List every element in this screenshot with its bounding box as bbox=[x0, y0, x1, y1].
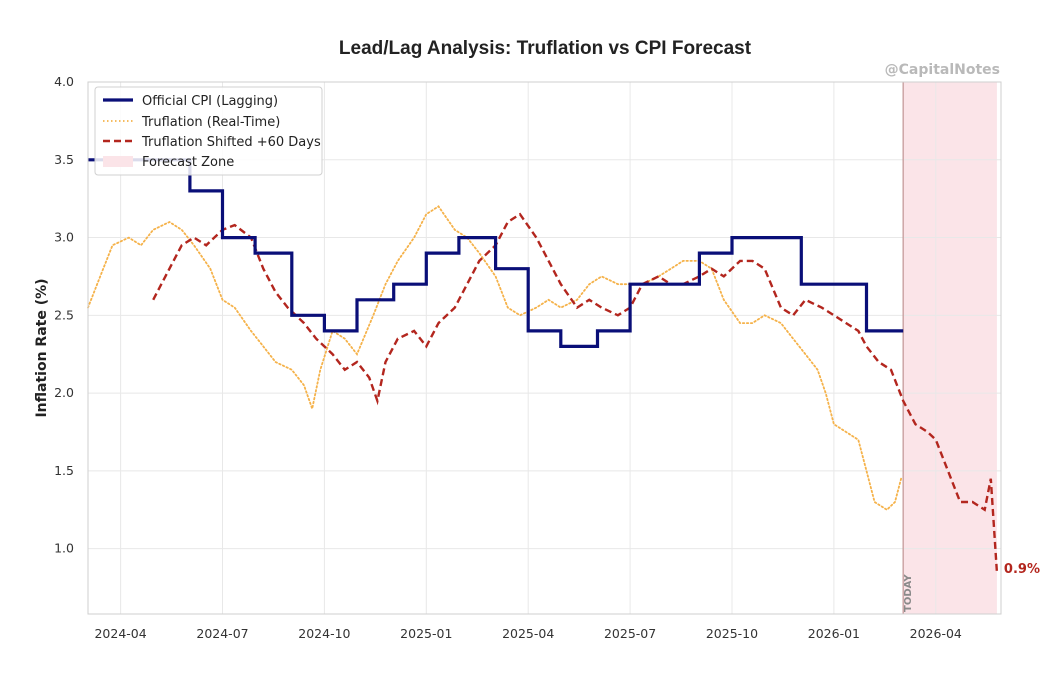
series-layer bbox=[87, 158, 999, 573]
y-tick-label: 1.5 bbox=[54, 463, 74, 478]
forecast-zone bbox=[903, 82, 997, 614]
x-tick-label: 2026-04 bbox=[910, 626, 962, 641]
legend-truflation-label: Truflation (Real-Time) bbox=[141, 115, 280, 130]
x-tick-label: 2025-10 bbox=[706, 626, 758, 641]
legend-shifted-label: Truflation Shifted +60 Days bbox=[141, 135, 321, 150]
y-tick-label: 1.0 bbox=[54, 541, 74, 556]
y-tick-label: 3.0 bbox=[54, 230, 74, 245]
x-axis-ticks: 2024-04 2024-07 2024-10 2025-01 2025-04 2025-… bbox=[94, 626, 961, 641]
y-axis-ticks: 1.0 1.5 2.0 2.5 3.0 3.5 4.0 bbox=[54, 74, 74, 556]
end-value-label: 0.9% bbox=[1004, 562, 1040, 577]
x-tick-label: 2024-04 bbox=[94, 626, 146, 641]
x-tick-label: 2024-10 bbox=[298, 626, 350, 641]
y-tick-label: 4.0 bbox=[54, 74, 74, 89]
watermark: @CapitalNotes bbox=[885, 62, 1000, 78]
x-tick-label: 2025-01 bbox=[400, 626, 452, 641]
legend-cpi-label: Official CPI (Lagging) bbox=[142, 94, 278, 109]
legend-forecast-label: Forecast Zone bbox=[142, 155, 234, 170]
y-tick-label: 2.5 bbox=[54, 307, 74, 322]
x-tick-label: 2025-04 bbox=[502, 626, 554, 641]
y-axis-label: Inflation Rate (%) bbox=[34, 278, 50, 417]
x-tick-label: 2025-07 bbox=[604, 626, 656, 641]
legend: Official CPI (Lagging) Truflation (Real-… bbox=[94, 86, 323, 176]
series-line-truflation-real-time bbox=[87, 205, 902, 511]
legend-box bbox=[94, 86, 323, 176]
chart-title: Lead/Lag Analysis: Truflation vs CPI For… bbox=[339, 38, 752, 59]
today-label: TODAY bbox=[903, 574, 914, 612]
y-tick-label: 3.5 bbox=[54, 152, 74, 167]
y-tick-label: 2.0 bbox=[54, 385, 74, 400]
legend-forecast-swatch bbox=[103, 156, 133, 167]
x-tick-label: 2026-01 bbox=[808, 626, 860, 641]
series-line-official-cpi-lagging bbox=[88, 158, 904, 348]
x-tick-label: 2024-07 bbox=[196, 626, 248, 641]
series-line-truflation-shifted-60-days bbox=[152, 212, 999, 573]
plot-frame bbox=[87, 81, 1002, 615]
